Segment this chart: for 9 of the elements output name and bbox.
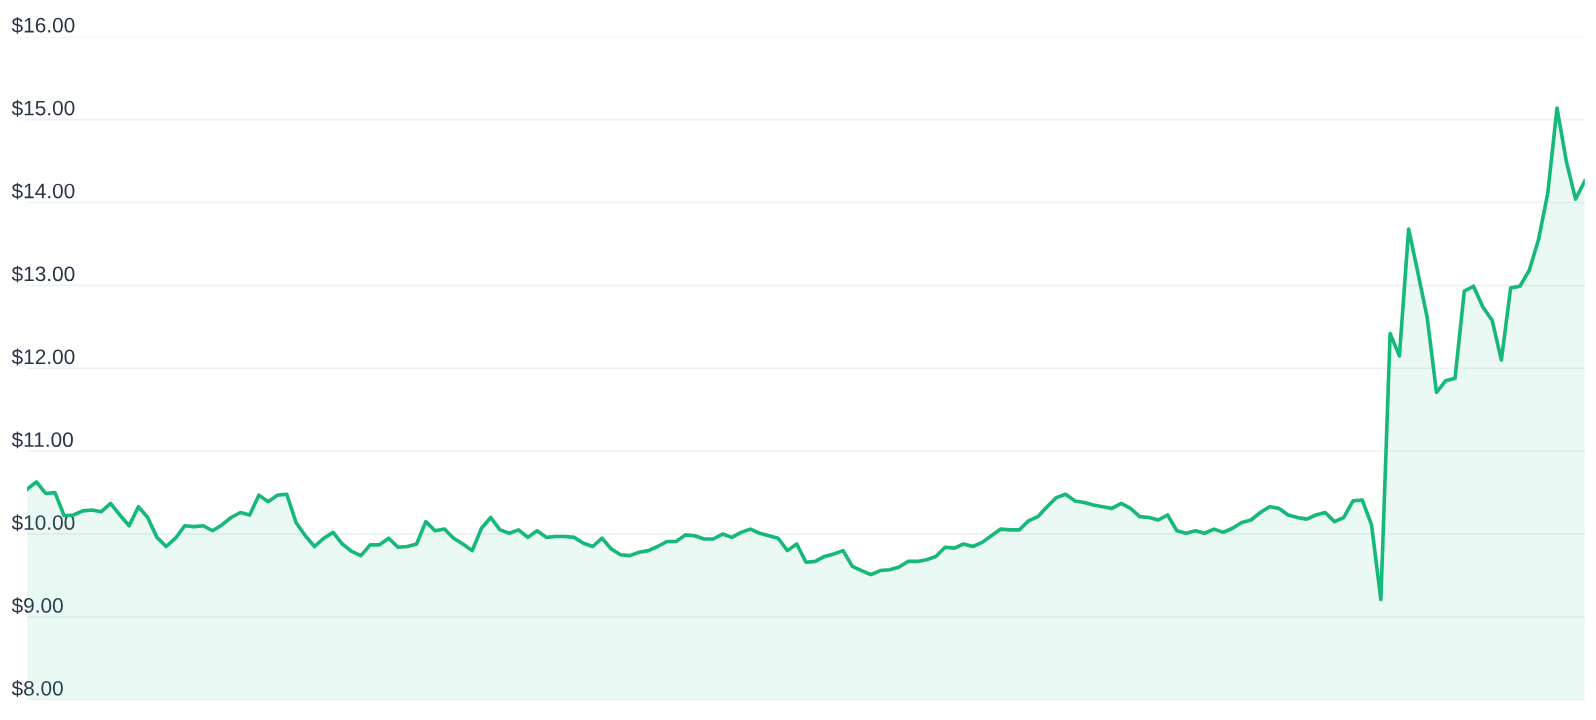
y-tick-label: $15.00 — [11, 99, 75, 117]
y-tick-label: $13.00 — [11, 265, 75, 283]
y-tick-label: $12.00 — [11, 348, 75, 366]
y-tick-label: $10.00 — [11, 514, 75, 532]
y-tick-label: $9.00 — [11, 597, 63, 615]
y-tick-label: $14.00 — [11, 182, 75, 200]
y-tick-label: $16.00 — [11, 16, 75, 34]
y-tick-label: $11.00 — [11, 431, 73, 449]
y-tick-label: $8.00 — [11, 680, 63, 697]
